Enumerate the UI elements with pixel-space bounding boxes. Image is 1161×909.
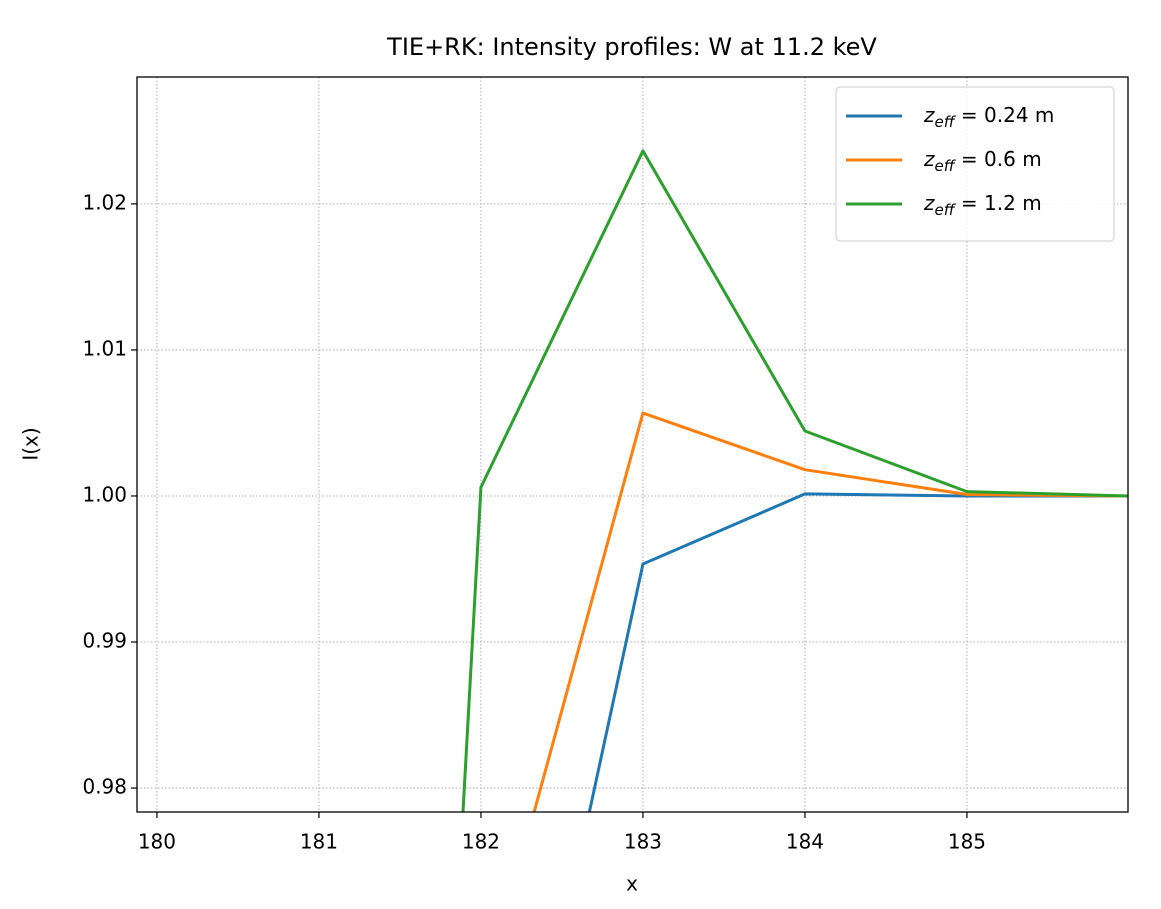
y-tick-label: 1.00 bbox=[82, 482, 127, 506]
data-line bbox=[587, 492, 1128, 812]
x-tick-label: 182 bbox=[462, 830, 500, 854]
y-tick-label: 1.01 bbox=[82, 336, 127, 360]
data-line bbox=[532, 411, 1128, 812]
legend-box bbox=[835, 86, 1115, 242]
legend-label: zeff = 1.2 m bbox=[923, 191, 1042, 219]
legend-label: zeff = 0.6 m bbox=[923, 147, 1042, 175]
x-tick-label: 185 bbox=[948, 830, 986, 854]
legend-label: zeff = 0.24 m bbox=[923, 103, 1054, 131]
x-axis-label: x bbox=[626, 872, 638, 896]
y-tick-label: 0.98 bbox=[82, 775, 127, 799]
chart-title: TIE+RK: Intensity profiles: W at 11.2 ke… bbox=[386, 33, 877, 61]
y-tick-label: 0.99 bbox=[82, 629, 127, 653]
y-axis-label: I(x) bbox=[19, 427, 43, 460]
x-tick-label: 184 bbox=[786, 830, 824, 854]
y-tick-label: 1.02 bbox=[82, 190, 127, 214]
x-tick-label: 183 bbox=[624, 830, 662, 854]
data-line bbox=[461, 149, 1128, 812]
x-tick-label: 181 bbox=[300, 830, 338, 854]
x-tick-label: 180 bbox=[138, 830, 176, 854]
plot-frame bbox=[136, 76, 1129, 813]
